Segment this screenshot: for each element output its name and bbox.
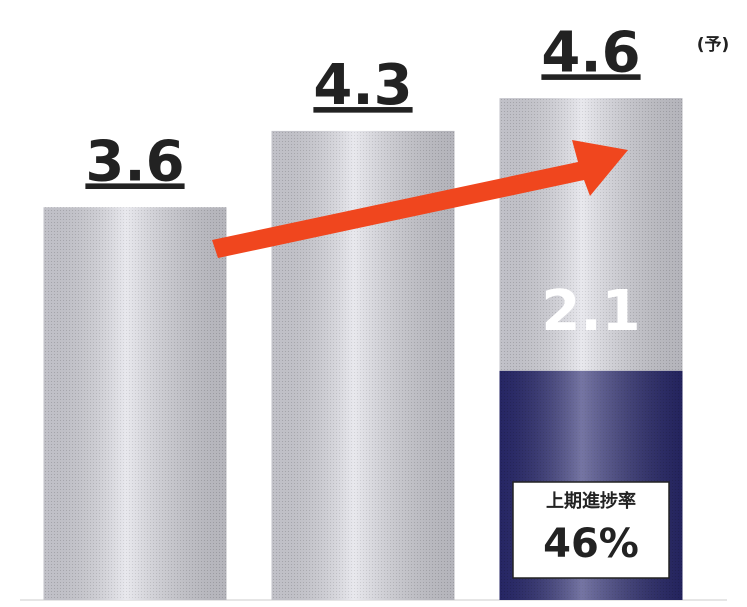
- value-label: 2.1: [541, 279, 640, 344]
- value-label: 3.6: [85, 129, 184, 194]
- progress-box: [512, 481, 670, 579]
- progress-value: 46%: [543, 521, 639, 567]
- value-label: 4.3: [313, 53, 412, 118]
- annotation: (予): [697, 35, 730, 55]
- progress-title: 上期進捗率: [546, 490, 636, 512]
- value-label: 4.6: [541, 20, 640, 85]
- bar-shade: [43, 207, 227, 601]
- trend-arrow: [212, 140, 628, 258]
